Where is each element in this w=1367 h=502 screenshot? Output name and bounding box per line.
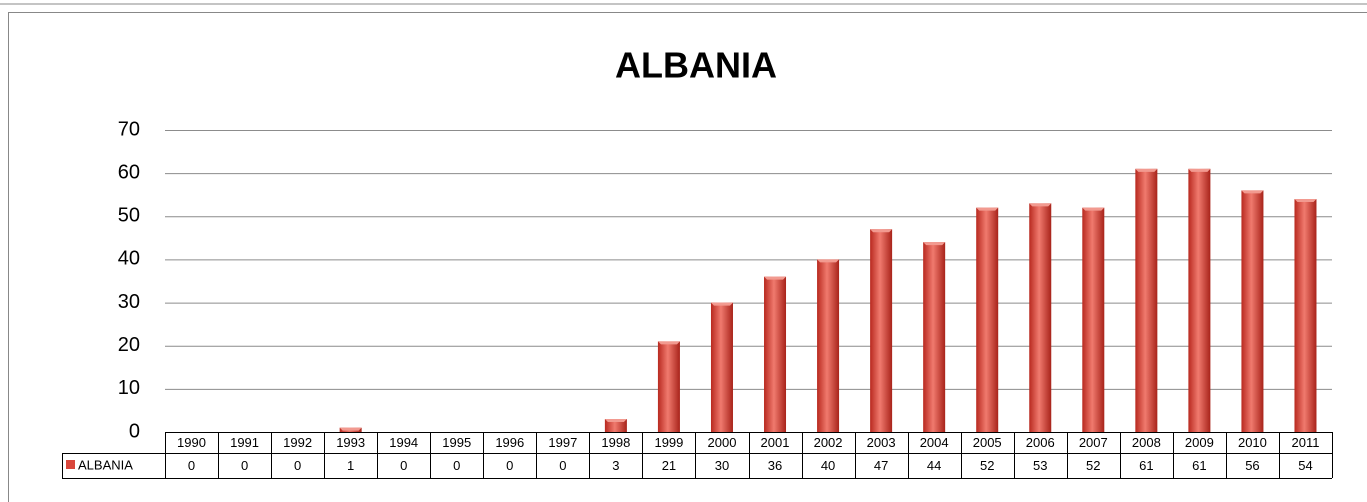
y-tick-label: 70 [118,118,140,140]
bar [923,242,946,432]
x-tick-label: 1991 [230,435,259,450]
x-tick-label: 1997 [548,435,577,450]
bar-cap [1082,207,1105,211]
bar [976,207,999,432]
bar-cap [1029,203,1052,207]
bar-cap [923,242,946,246]
table-value: 52 [980,458,994,473]
bar-cap [976,207,999,211]
bar [817,259,840,432]
bar [1082,207,1105,432]
x-tick-label: 2008 [1132,435,1161,450]
bar-cap [1135,168,1158,172]
chart-border [8,12,1367,502]
table-value: 40 [821,458,835,473]
table-value: 3 [612,458,619,473]
x-tick-label: 2000 [708,435,737,450]
table-value: 1 [347,458,354,473]
table-value: 0 [188,458,195,473]
x-tick-label: 2010 [1238,435,1267,450]
x-tick-label: 2002 [814,435,843,450]
table-value: 61 [1139,458,1153,473]
table-value: 52 [1086,458,1100,473]
x-tick-label: 2009 [1185,435,1214,450]
x-tick-label: 2005 [973,435,1002,450]
bar [1241,190,1264,432]
x-tick-label: 2004 [920,435,949,450]
table-value: 21 [662,458,676,473]
legend-key [66,460,75,469]
bar [764,276,787,432]
table-value: 30 [715,458,729,473]
x-tick-label: 1996 [495,435,524,450]
table-value: 0 [559,458,566,473]
x-tick-label: 2011 [1291,435,1319,450]
bar [657,341,680,432]
x-tick-label: 1994 [389,435,418,450]
bar [710,302,733,432]
bar-cap [1241,190,1264,194]
x-tick-label: 1995 [442,435,471,450]
bar-cap [1188,168,1211,172]
x-tick-label: 1998 [601,435,630,450]
x-tick-label: 2006 [1026,435,1055,450]
y-tick-label: 50 [118,205,140,227]
chart-title: ALBANIA [615,45,777,86]
table-value: 0 [453,458,460,473]
bar [604,419,627,432]
bar [1294,199,1317,432]
bar-cap [710,302,733,306]
y-tick-label: 30 [118,291,140,313]
table-value: 0 [506,458,513,473]
bar [870,229,893,432]
y-tick-label: 10 [118,377,140,399]
bar-cap [339,427,362,431]
x-tick-label: 2001 [761,435,790,450]
legend-label: ALBANIA [78,457,133,472]
bar-cap [817,259,840,263]
table-value: 54 [1298,458,1312,473]
bar-cap [657,341,680,345]
bar-cap [1294,199,1317,203]
bar [1135,168,1158,433]
table-value: 61 [1192,458,1206,473]
table-value: 44 [927,458,941,473]
bar [1029,203,1052,432]
table-value: 0 [294,458,301,473]
x-tick-label: 1993 [336,435,365,450]
y-tick-label: 60 [118,161,140,183]
table-value: 36 [768,458,782,473]
bar-cap [604,419,627,423]
x-tick-label: 2003 [867,435,896,450]
bar [1188,168,1211,433]
x-tick-label: 1990 [177,435,206,450]
table-value: 56 [1245,458,1259,473]
x-tick-label: 2007 [1079,435,1108,450]
table-value: 0 [241,458,248,473]
y-tick-label: 20 [118,334,140,356]
bar-cap [764,276,787,280]
x-tick-label: 1992 [283,435,312,450]
table-value: 47 [874,458,888,473]
y-tick-label: 40 [118,248,140,270]
x-tick-label: 1999 [654,435,683,450]
bar-cap [870,229,893,233]
table-value: 0 [400,458,407,473]
table-value: 53 [1033,458,1047,473]
y-tick-label: 0 [129,420,140,442]
